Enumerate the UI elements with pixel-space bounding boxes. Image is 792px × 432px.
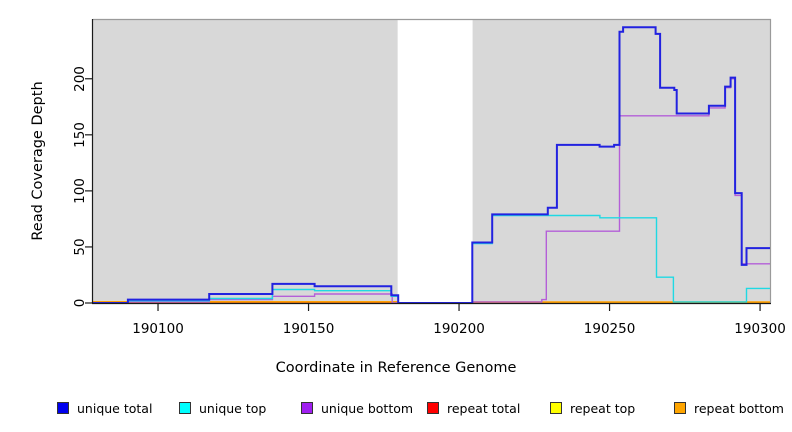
legend-swatch-icon: [57, 402, 69, 414]
legend-swatch-icon: [427, 402, 439, 414]
y-tick-label-1: 50: [72, 238, 88, 256]
y-tick-label-2: 100: [72, 177, 88, 204]
panel-left: [93, 19, 398, 303]
y-tick-label-4: 200: [72, 65, 88, 92]
chart-legend: unique total unique top unique bottom re…: [0, 398, 792, 422]
legend-label: unique bottom: [321, 400, 414, 416]
legend-swatch-icon: [179, 402, 191, 414]
y-axis-title: Read Coverage Depth: [30, 81, 46, 241]
legend-item-unique-bottom: unique bottom: [301, 398, 413, 418]
x-tick-label-0: 190100: [132, 321, 184, 337]
x-axis-title: Coordinate in Reference Genome: [275, 360, 517, 376]
series-line-unique-total: [93, 26, 770, 304]
y-tick-label-3: 150: [72, 121, 88, 148]
legend-label: repeat total: [447, 400, 521, 416]
panel-right: [472, 19, 770, 303]
legend-item-repeat-total: repeat total: [427, 398, 520, 418]
legend-label: repeat bottom: [694, 400, 784, 416]
legend-item-unique-top: unique top: [179, 398, 266, 418]
x-tick-label-2: 190200: [433, 321, 485, 337]
legend-item-repeat-bottom: repeat bottom: [674, 398, 784, 418]
legend-item-repeat-top: repeat top: [550, 398, 635, 418]
legend-label: repeat top: [570, 400, 636, 416]
legend-label: unique total: [77, 400, 153, 416]
x-tick-label-1: 190150: [282, 321, 335, 337]
legend-label: unique top: [199, 400, 267, 416]
legend-swatch-icon: [550, 402, 562, 414]
x-tick-label-3: 190250: [583, 321, 636, 337]
x-tick-label-4: 190300: [734, 321, 786, 337]
legend-swatch-icon: [674, 402, 686, 414]
legend-swatch-icon: [301, 402, 313, 414]
y-tick-label-0: 0: [72, 298, 88, 308]
legend-item-unique-total: unique total: [57, 398, 152, 418]
